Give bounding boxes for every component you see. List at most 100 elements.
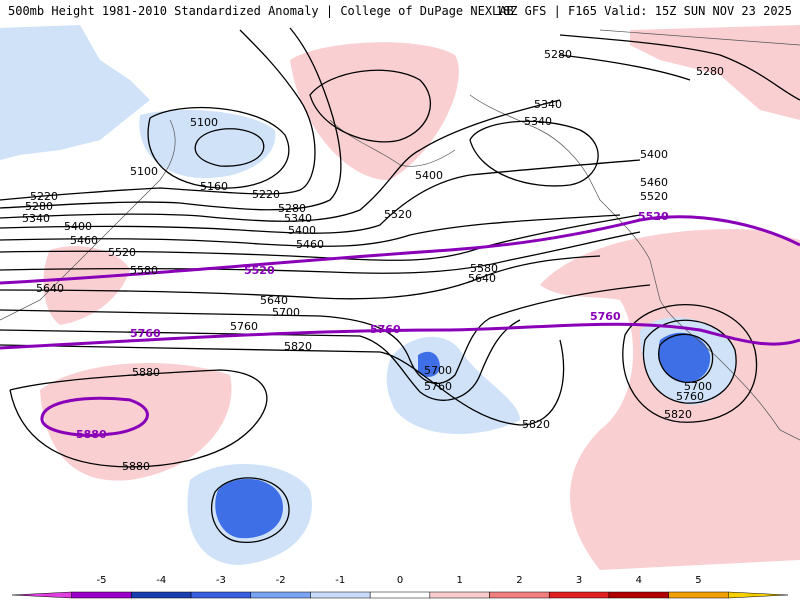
contour-5820 [0, 339, 565, 426]
contour-5400 [0, 159, 641, 234]
anomaly-map: 5100 5100 5160 5220 5220 5280 5280 5280 … [0, 25, 800, 570]
contour-north [469, 120, 599, 187]
scale-tick-label: 1 [456, 575, 463, 586]
highlight-label-5760: 5760 [370, 323, 401, 336]
label-5400: 5400 [64, 220, 92, 233]
label-5340: 5340 [524, 115, 552, 128]
label-5640: 5640 [468, 272, 496, 285]
label-5280: 5280 [544, 48, 572, 61]
label-5340: 5340 [22, 212, 50, 225]
contour-ne [559, 34, 800, 101]
scale-tick-label: -3 [215, 575, 226, 586]
label-5580: 5580 [470, 262, 498, 275]
contour-labels: 5100 5100 5160 5220 5220 5280 5280 5280 … [22, 48, 724, 473]
scale-tick-label: -2 [275, 575, 286, 586]
label-5460: 5460 [70, 234, 98, 247]
scale-tick-label: -5 [96, 575, 107, 586]
scale-tick-label: 3 [575, 575, 583, 586]
label-5520: 5520 [384, 208, 412, 221]
contour-5880 [9, 369, 268, 468]
label-5340: 5340 [284, 212, 312, 225]
scale-tick-label: 2 [516, 575, 523, 586]
highlight-label-5760: 5760 [130, 327, 161, 340]
scale-tick-label: 5 [695, 575, 702, 586]
highlight-labels: 5520 5520 5760 5760 5760 5880 [76, 210, 669, 441]
contour-5220 [0, 29, 316, 201]
map-header: 500mb Height 1981-2010 Standardized Anom… [0, 0, 800, 22]
highlight-5880 [40, 396, 149, 437]
negative-anomaly-central [386, 336, 520, 434]
label-5580: 5580 [130, 264, 158, 277]
label-5220: 5220 [30, 190, 58, 203]
contour-ridge [309, 69, 431, 143]
label-5820: 5820 [522, 418, 550, 431]
label-5160: 5160 [200, 180, 228, 193]
contour-ne2 [559, 54, 691, 81]
strong-negative-ca-low [658, 332, 711, 383]
positive-anomaly-west [43, 246, 130, 325]
contour-5460 [0, 214, 621, 247]
contour-south-1 [210, 477, 290, 544]
anomaly-shading [0, 25, 800, 570]
label-5520: 5520 [108, 246, 136, 259]
contour-5280 [0, 27, 342, 211]
label-5340: 5340 [534, 98, 562, 111]
label-5820: 5820 [664, 408, 692, 421]
model-run-info: 18Z GFS | F165 Valid: 15Z SUN NOV 23 202… [495, 4, 792, 18]
contour-5520 [0, 214, 641, 261]
scale-segment [489, 591, 550, 599]
label-5820: 5820 [284, 340, 312, 353]
scale-segment [250, 591, 311, 599]
highlight-label-5520: 5520 [638, 210, 669, 223]
label-5280: 5280 [25, 200, 53, 213]
label-5280: 5280 [278, 202, 306, 215]
label-5700: 5700 [684, 380, 712, 393]
highlight-5760 [0, 322, 800, 350]
label-5880: 5880 [132, 366, 160, 379]
label-5640: 5640 [260, 294, 288, 307]
label-5640: 5640 [36, 282, 64, 295]
label-5460: 5460 [640, 176, 668, 189]
strong-negative-south [215, 478, 283, 539]
label-5880: 5880 [122, 460, 150, 473]
contour-5700 [0, 284, 651, 384]
scale-segment [608, 591, 669, 599]
label-5520: 5520 [640, 190, 668, 203]
scale-tick-label: -4 [156, 575, 167, 586]
positive-anomaly-sw [40, 363, 232, 481]
scale-segment [11, 591, 72, 599]
label-5280: 5280 [696, 65, 724, 78]
scale-tick-label: 0 [396, 575, 404, 586]
contour-ca-low-3 [622, 304, 758, 423]
positive-anomaly-alaska [290, 42, 459, 181]
label-5760: 5760 [230, 320, 258, 333]
label-5760: 5760 [424, 380, 452, 393]
negative-anomaly-low [139, 110, 276, 179]
label-5760: 5760 [676, 390, 704, 403]
scale-segment [369, 591, 431, 599]
strong-negative-central [418, 351, 440, 377]
label-5460: 5460 [296, 238, 324, 251]
contour-5160 [147, 106, 290, 189]
label-5700: 5700 [272, 306, 300, 319]
scale-segment [728, 591, 789, 599]
height-contours [0, 27, 800, 544]
contour-ca-low-2 [642, 319, 737, 404]
scale-segment [668, 591, 729, 599]
anomaly-color-scale: -5 -4 -3 -2 -1 0 1 2 3 4 5 [0, 575, 800, 600]
contour-5580 [0, 231, 641, 274]
highlight-contours [0, 215, 800, 437]
highlight-label-5760: 5760 [590, 310, 621, 323]
scale-segment [429, 591, 490, 599]
contour-ca-low-1 [658, 333, 714, 384]
scale-segment [71, 591, 132, 599]
highlight-label-5880: 5880 [76, 428, 107, 441]
scale-segment [131, 591, 192, 599]
scale-tick-label: -1 [335, 575, 346, 586]
scale-segment [190, 591, 252, 599]
highlight-label-5520: 5520 [244, 264, 275, 277]
label-5400: 5400 [288, 224, 316, 237]
label-5700: 5700 [424, 364, 452, 377]
scale-segment [548, 591, 610, 599]
negative-anomaly-nw [0, 25, 150, 160]
